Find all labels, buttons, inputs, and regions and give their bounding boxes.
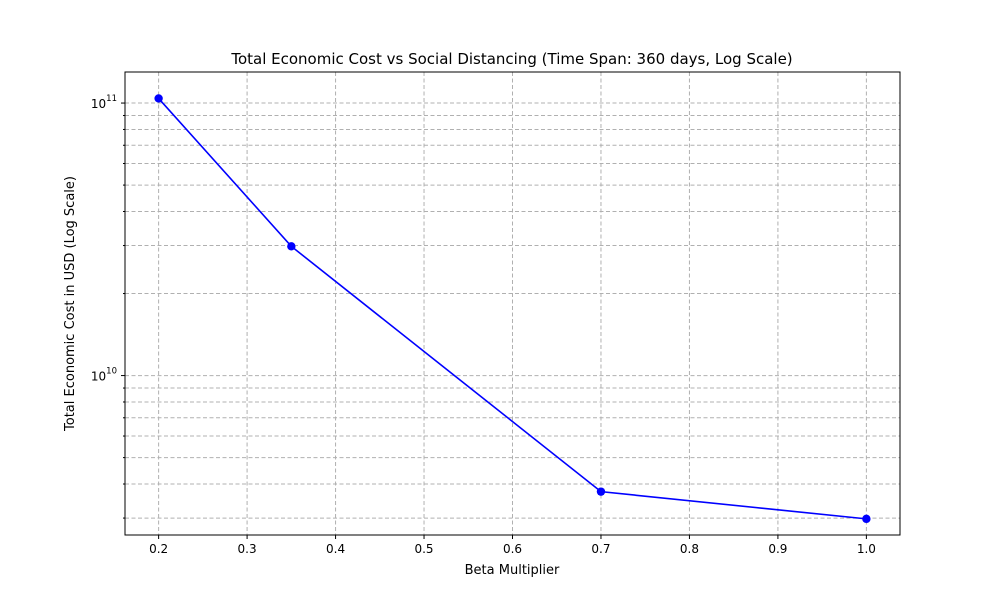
y-tick-base: 10 (91, 97, 106, 111)
y-tick-base: 10 (91, 370, 106, 384)
x-tick-label: 1.0 (857, 542, 876, 556)
grid (125, 72, 900, 535)
y-tick-label: 1011 (91, 94, 117, 111)
data-point (862, 514, 871, 524)
x-tick-label: 0.8 (680, 542, 699, 556)
data-point (596, 487, 606, 496)
x-tick-label: 0.9 (768, 542, 787, 556)
data-point (154, 94, 163, 103)
y-axis-label: Total Economic Cost in USD (Log Scale) (63, 176, 78, 432)
plot-area-frame (124, 71, 901, 536)
series-layer (154, 94, 871, 524)
x-tick-label: 0.4 (326, 542, 345, 556)
x-tick-label: 0.2 (149, 542, 168, 556)
chart-title: Total Economic Cost vs Social Distancing… (230, 50, 792, 68)
y-tick-exponent: 10 (106, 367, 117, 377)
x-tick-label: 0.6 (503, 542, 522, 556)
data-point (287, 242, 296, 251)
y-tick-label: 1010 (91, 367, 117, 384)
y-tick-exponent: 11 (106, 94, 117, 104)
x-tick-label: 0.3 (238, 542, 257, 556)
series-line (158, 97, 867, 520)
x-axis-label: Beta Multiplier (465, 563, 560, 578)
x-tick-label: 0.5 (414, 542, 433, 556)
x-tick-label: 0.7 (591, 542, 610, 556)
